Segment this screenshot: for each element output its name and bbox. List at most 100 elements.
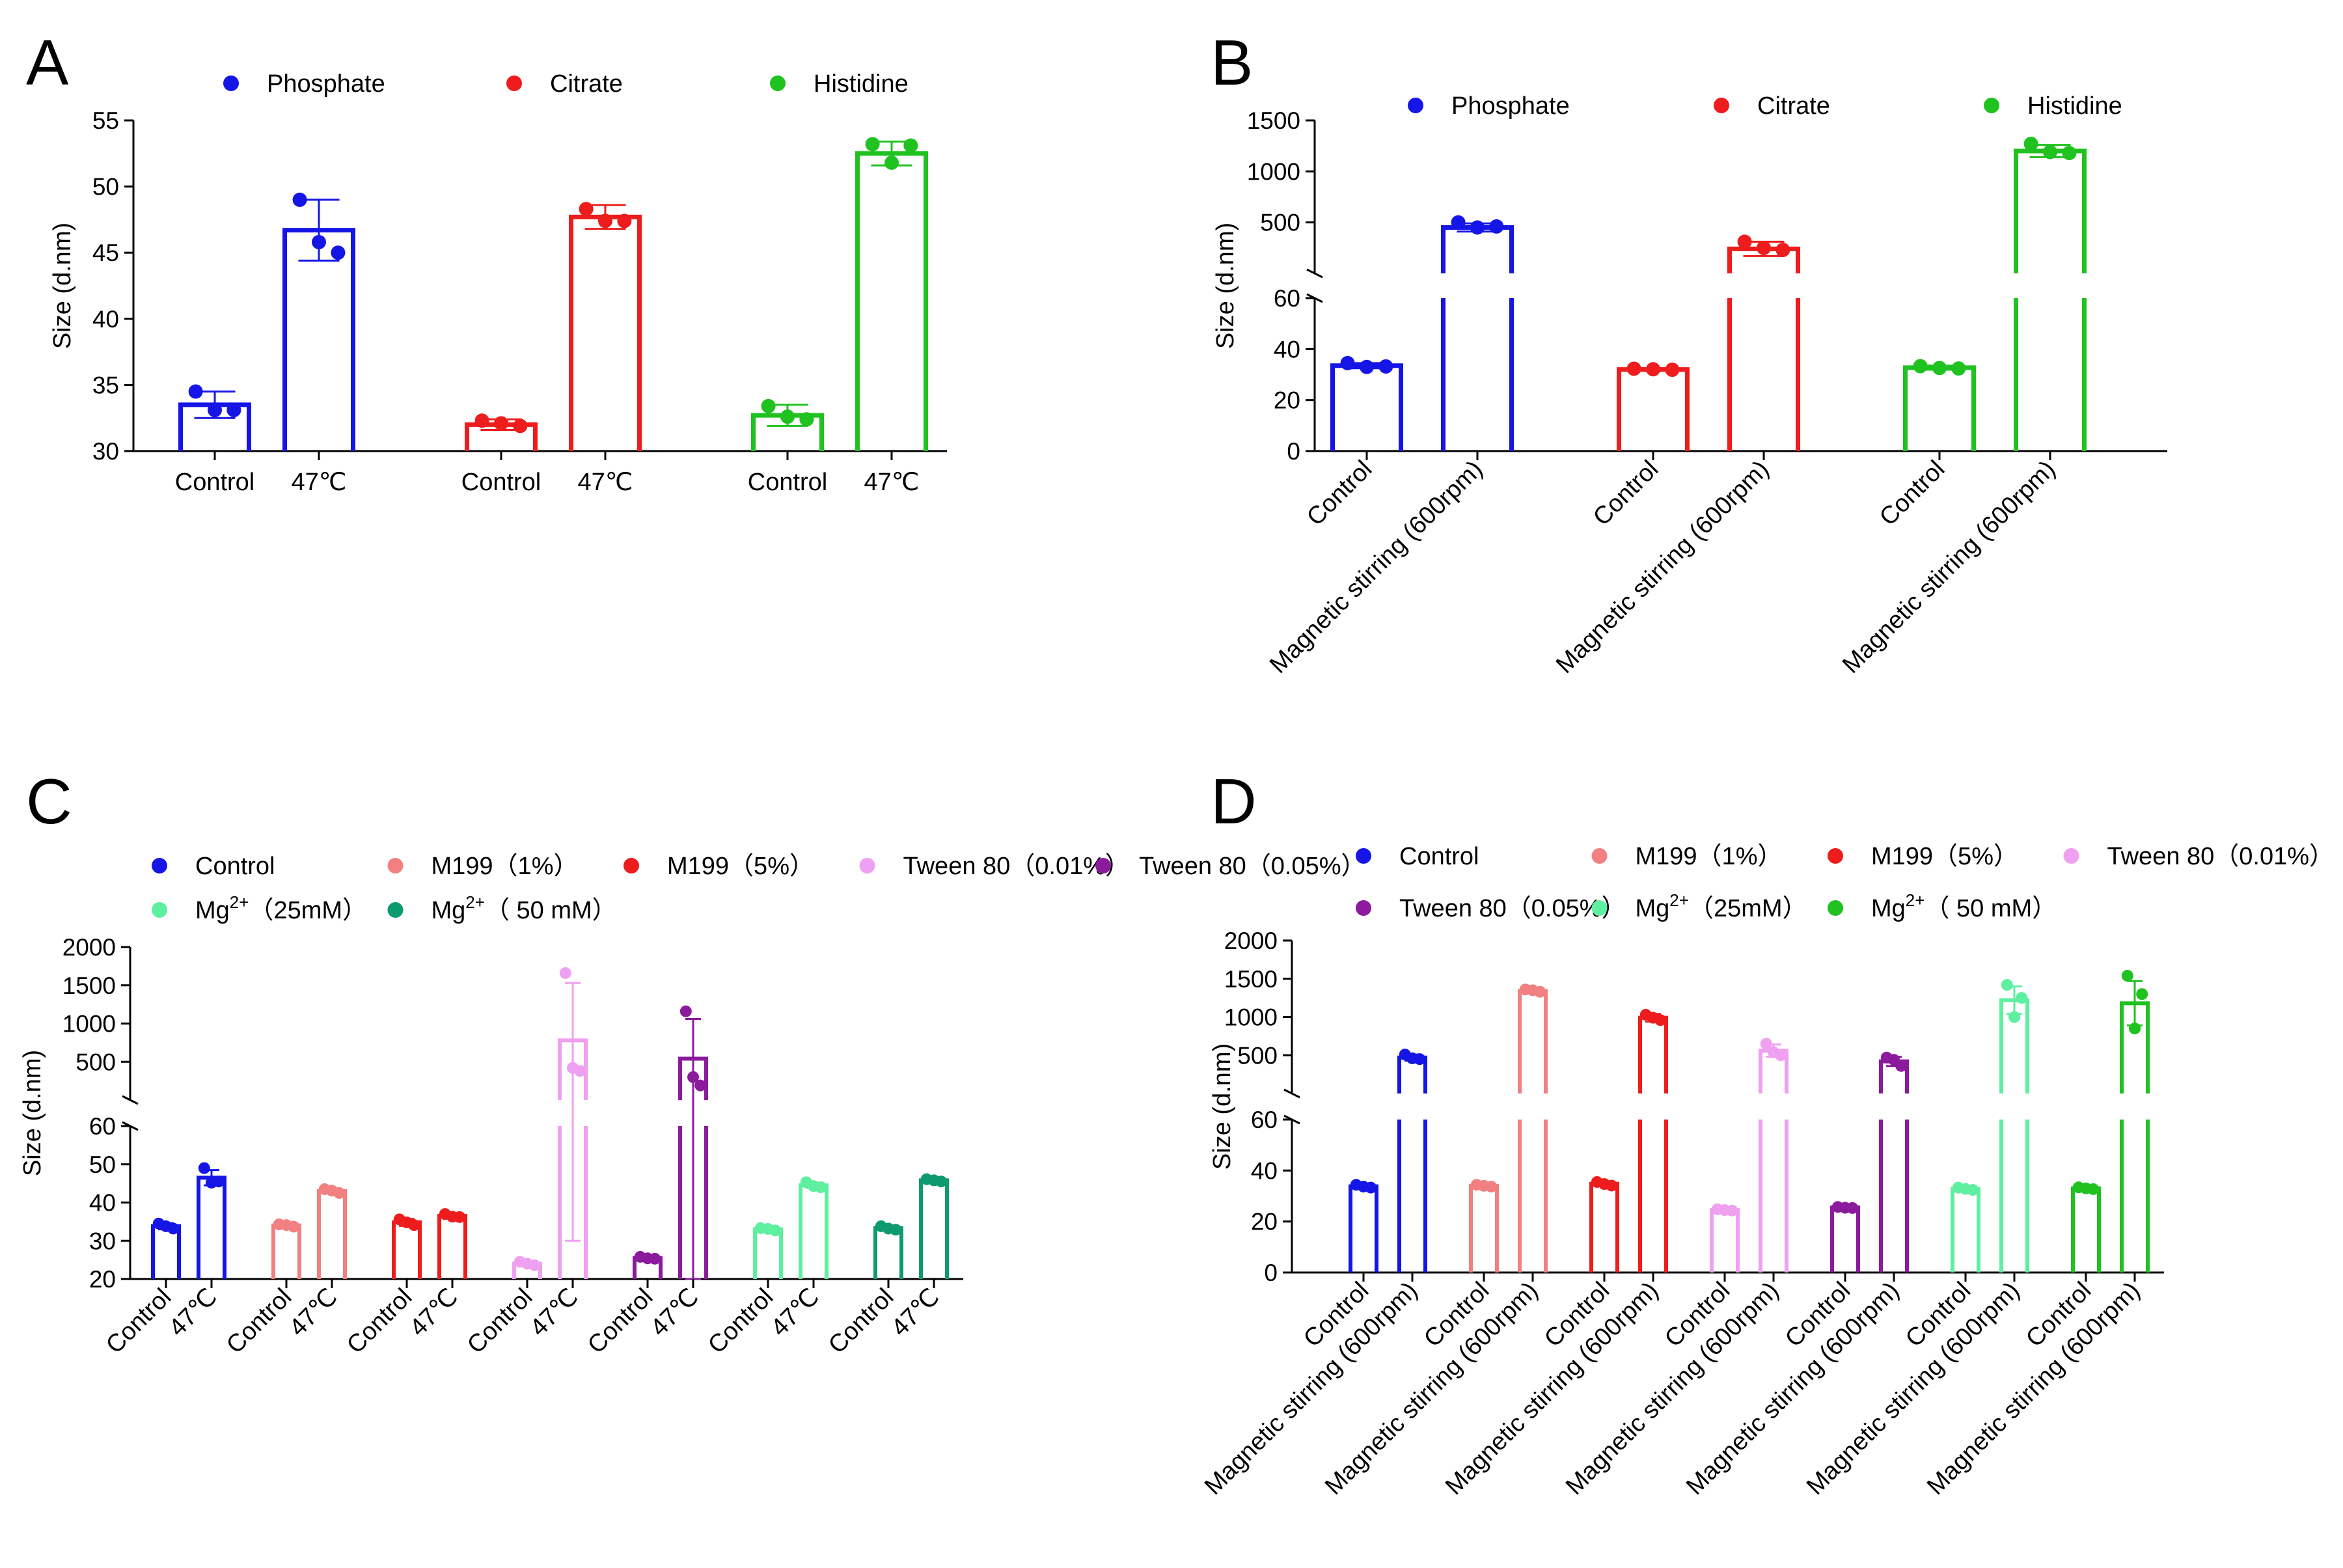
data-point xyxy=(1913,359,1928,374)
data-point xyxy=(1646,362,1660,377)
x-tick-label: Magnetic stirring (600rpm) xyxy=(1551,456,1774,679)
y-tick-label: 0 xyxy=(1287,438,1300,465)
y-tick-label: 500 xyxy=(75,1049,116,1075)
data-point xyxy=(903,138,918,153)
legend-label: Histidine xyxy=(814,70,909,98)
data-point xyxy=(1626,361,1641,376)
data-point xyxy=(694,1079,707,1092)
bar xyxy=(558,1126,588,1279)
y-tick-label: 2000 xyxy=(1224,928,1278,954)
x-tick-label: 47℃ xyxy=(766,1284,825,1342)
panel-label-d: D xyxy=(1211,765,1257,837)
data-point xyxy=(2043,144,2057,159)
data-point xyxy=(2062,146,2077,161)
data-point xyxy=(446,1211,458,1223)
y-tick-label: 20 xyxy=(89,1266,116,1293)
bar xyxy=(1617,367,1690,451)
data-point xyxy=(1760,1038,1772,1050)
y-tick-label: 20 xyxy=(1274,387,1300,414)
data-point xyxy=(865,137,880,152)
legend-label: Control xyxy=(1399,843,1479,870)
y-tick-label: 30 xyxy=(89,1228,116,1254)
data-point xyxy=(928,1174,940,1187)
legend-marker xyxy=(1591,900,1608,916)
legend-label: Tween 80（0.05%） xyxy=(1399,895,1626,922)
x-tick-label: 47℃ xyxy=(646,1284,704,1342)
y-tick-label: 500 xyxy=(1237,1042,1278,1069)
bar xyxy=(1441,298,1514,451)
data-point xyxy=(2016,992,2028,1004)
bar xyxy=(678,1126,708,1279)
panel-c-chart: 20 30 40 50 60 500 1000 1500 2000 Size (d.nm) Cont… xyxy=(19,853,1366,1359)
y-tick-label: 30 xyxy=(92,438,119,465)
data-point xyxy=(198,1162,210,1174)
bar xyxy=(197,1176,226,1279)
y-tick-label: 40 xyxy=(1251,1157,1278,1184)
bar xyxy=(1830,1205,1860,1272)
bar xyxy=(2120,1120,2150,1272)
data-point xyxy=(780,409,795,424)
legend-marker xyxy=(1714,98,1729,113)
bar xyxy=(1397,1120,1427,1272)
bar xyxy=(1903,365,1976,451)
data-point xyxy=(1406,1052,1418,1064)
y-tick-label: 45 xyxy=(92,240,119,266)
y-tick-label: 1000 xyxy=(1224,1004,1278,1031)
data-point xyxy=(188,384,203,399)
y-tick-label: 50 xyxy=(92,174,119,200)
data-point xyxy=(474,413,489,428)
data-point xyxy=(1775,242,1790,257)
data-point xyxy=(2121,970,2133,982)
data-point xyxy=(206,1176,217,1189)
legend-marker xyxy=(1356,848,1371,864)
legend-label: M199（1%） xyxy=(432,853,579,880)
data-point xyxy=(494,416,508,431)
data-point xyxy=(1451,215,1466,230)
bar xyxy=(282,228,355,451)
x-tick-label: 47℃ xyxy=(525,1284,584,1342)
data-point xyxy=(1478,1179,1490,1192)
data-point xyxy=(1768,1046,1779,1058)
bar xyxy=(1589,1181,1619,1272)
bar xyxy=(1349,1184,1378,1272)
data-point xyxy=(762,1223,774,1235)
legend-marker xyxy=(1828,848,1843,864)
bar xyxy=(1951,1187,1980,1272)
data-point xyxy=(1489,219,1504,234)
legend-label: Mg2+（ 50 mM） xyxy=(432,892,617,924)
y-tick-label: 1000 xyxy=(62,1011,116,1038)
data-point xyxy=(1960,1183,1971,1195)
panel-label-a: A xyxy=(26,27,69,98)
panel-a-chart: 30 35 40 45 50 55 Size (d.nm) Control 47℃ Control… xyxy=(49,70,947,496)
legend-label: Phosphate xyxy=(1451,92,1570,120)
data-point xyxy=(579,202,594,217)
bar xyxy=(1710,1208,1740,1272)
data-point xyxy=(1757,240,1771,255)
data-point xyxy=(559,967,571,979)
legend-marker xyxy=(770,76,786,91)
y-tick-label: 1500 xyxy=(1247,107,1300,134)
legend-marker xyxy=(1095,858,1111,873)
legend-marker xyxy=(223,76,239,91)
axis-break-mark xyxy=(1283,1088,1300,1099)
legend-marker xyxy=(1591,848,1608,864)
legend-label: Tween 80（0.01%） xyxy=(903,853,1130,880)
y-axis-label: Size (d.nm) xyxy=(1212,223,1239,349)
legend-label: M199（1%） xyxy=(1636,843,1783,870)
bar xyxy=(2014,298,2087,451)
legend-marker xyxy=(1828,900,1843,916)
data-point xyxy=(226,403,241,418)
y-tick-label: 40 xyxy=(1274,336,1300,363)
legend-marker xyxy=(506,76,522,91)
x-tick-label: 47℃ xyxy=(886,1284,945,1342)
legend-marker xyxy=(623,858,639,873)
data-point xyxy=(2136,988,2148,1000)
data-point xyxy=(598,213,612,228)
x-tick-label: 47℃ xyxy=(578,469,633,496)
data-point xyxy=(2023,137,2038,152)
y-tick-label: 55 xyxy=(92,107,119,134)
data-point xyxy=(208,403,222,418)
legend-label: Histidine xyxy=(2027,92,2122,120)
x-tick-label: Magnetic stirring (600rpm) xyxy=(1199,1277,1423,1500)
y-tick-label: 500 xyxy=(1260,210,1300,236)
